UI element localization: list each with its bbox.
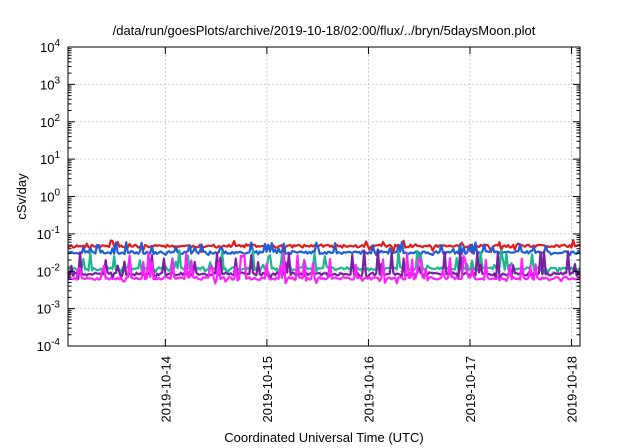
chart-title: /data/run/goesPlots/archive/2019-10-18/0…: [113, 23, 536, 38]
x-tick-label: 2019-10-15: [260, 356, 275, 423]
x-tick-label: 2019-10-16: [361, 356, 376, 423]
series-line-1: [67, 238, 581, 254]
x-tick-label: 2019-10-18: [565, 356, 580, 423]
y-tick-label: 100: [40, 188, 60, 205]
y-axis-label: cSv/day: [14, 173, 29, 220]
y-tick-label: 103: [40, 75, 60, 92]
series-line-2: [67, 240, 581, 257]
y-tick-label: 101: [40, 150, 60, 167]
x-axis-label: Coordinated Universal Time (UTC): [224, 430, 423, 445]
x-tick-label: 2019-10-14: [158, 356, 173, 423]
y-tick-label: 10-4: [37, 337, 61, 354]
grid-lines: [68, 47, 580, 346]
y-tick-label: 10-1: [37, 225, 61, 242]
series-line-5: [66, 251, 581, 285]
axis-ticks: 10-4 10-3 10-2 10-1 100 101 102 103 104 2019-10-1…: [37, 38, 580, 423]
y-tick-label: 10-2: [37, 262, 61, 279]
y-tick-label: 104: [40, 38, 60, 55]
x-tick-label: 2019-10-17: [463, 356, 478, 423]
y-tick-label: 102: [40, 113, 60, 130]
series-layer: [66, 238, 581, 285]
y-tick-label: 10-3: [37, 300, 61, 317]
